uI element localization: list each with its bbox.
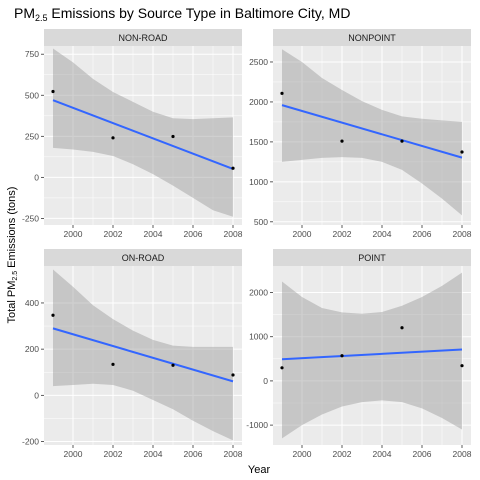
x-tick-label: 2008 (224, 229, 243, 239)
x-tick-label: 2006 (413, 449, 432, 459)
panel-background (273, 266, 471, 445)
x-tick-label: 2002 (333, 449, 352, 459)
data-point (51, 313, 55, 317)
facet-strip-label: NONPOINT (348, 33, 396, 43)
x-tick-label: 2002 (104, 449, 123, 459)
x-tick-label: 2002 (104, 229, 123, 239)
panel-nonpoint: NONPOINT 2000 2002 2004 2006 2008 500 1000 1500 2… (249, 29, 472, 239)
x-tick-label: 2004 (373, 229, 392, 239)
data-point (340, 139, 344, 143)
facet-strip (44, 249, 242, 266)
y-tick-label: 2000 (249, 288, 268, 298)
y-axis-title-rest: Emissions (tons) (6, 187, 18, 271)
y-tick-label: 250 (25, 131, 39, 141)
y-tick-label: 0 (263, 376, 268, 386)
y-tick-label: 0 (34, 390, 39, 400)
facet-strip-label: POINT (358, 253, 386, 263)
data-point (400, 139, 404, 143)
y-tick-label: 1500 (249, 137, 268, 147)
major-gridlines (44, 266, 242, 445)
facet-strip (44, 29, 242, 46)
y-tick-label: 0 (34, 172, 39, 182)
data-point (460, 150, 464, 154)
regression-line (52, 99, 234, 170)
x-tick-label: 2004 (144, 229, 163, 239)
y-tick-label: -200 (22, 437, 39, 447)
x-axis-title: Year (248, 464, 271, 476)
facet-strip (273, 249, 471, 266)
y-tick-label: 1000 (249, 177, 268, 187)
x-tick-label: 2000 (293, 229, 312, 239)
x-tick-label: 2006 (184, 229, 203, 239)
x-tick-label: 2006 (413, 229, 432, 239)
data-point (280, 91, 284, 95)
chart-title-subscript: 2.5 (35, 13, 48, 23)
y-tick-label: -1000 (246, 420, 268, 430)
regression-line (281, 104, 463, 159)
y-tick-label: 400 (25, 298, 39, 308)
x-tick-label: 2000 (293, 449, 312, 459)
facet-strip-label: NON-ROAD (119, 33, 168, 43)
panel-non-road: NON-ROAD 2000 2002 2004 2006 2008 -250 0 250 500 7… (22, 29, 243, 239)
data-point (280, 366, 284, 370)
data-point (340, 354, 344, 358)
x-tick-label: 2008 (453, 449, 472, 459)
data-point (231, 373, 235, 377)
major-gridlines (273, 46, 471, 225)
x-tick-label: 2004 (144, 449, 163, 459)
data-point (171, 134, 175, 139)
y-axis-title-main: Total PM (6, 281, 18, 324)
regression-line (52, 327, 234, 383)
y-tick-label: 500 (254, 217, 268, 227)
data-point (460, 364, 464, 368)
y-tick-label: 1000 (249, 332, 268, 342)
x-tick-label: 2000 (64, 449, 83, 459)
x-tick-label: 2002 (333, 229, 352, 239)
y-tick-label: 500 (25, 90, 39, 100)
minor-gridlines (44, 266, 242, 445)
y-axis-title-subscript: 2.5 (12, 271, 19, 281)
data-point (111, 136, 115, 140)
panel-on-road: ON-ROAD 2000 2002 2004 2006 2008 -200 0 200 400 (22, 249, 243, 459)
x-tick-label: 2004 (373, 449, 392, 459)
data-point (111, 362, 115, 366)
chart-title-rest: Emissions by Source Type in Baltimore Ci… (48, 5, 351, 21)
data-point (171, 363, 175, 367)
y-tick-label: 2500 (249, 57, 268, 67)
regression-line (281, 348, 463, 361)
minor-gridlines (273, 46, 471, 225)
facet-strip-label: ON-ROAD (122, 253, 165, 263)
x-tick-label: 2006 (184, 449, 203, 459)
panel-background (273, 46, 471, 225)
x-tick-label: 2008 (224, 449, 243, 459)
y-tick-label: -250 (22, 213, 39, 223)
facet-strip (273, 29, 471, 46)
confidence-ribbon (282, 272, 462, 439)
major-gridlines (273, 266, 471, 445)
chart-title-main: PM (14, 5, 35, 21)
chart-title: PM2.5 Emissions by Source Type in Baltim… (14, 5, 350, 23)
x-tick-label: 2008 (453, 229, 472, 239)
confidence-ribbon (53, 48, 233, 217)
y-tick-label: 2000 (249, 97, 268, 107)
data-point (231, 166, 235, 170)
major-gridlines (44, 46, 242, 225)
panel-point: POINT 2000 2002 2004 2006 2008 -1000 0 1000 2000 (246, 249, 472, 459)
minor-gridlines (44, 46, 242, 225)
y-tick-label: 750 (25, 49, 39, 59)
y-axis-title: Total PM2.5 Emissions (tons) (6, 187, 19, 324)
data-point (400, 326, 404, 330)
data-point (51, 89, 55, 94)
x-tick-label: 2000 (64, 229, 83, 239)
y-tick-label: 200 (25, 344, 39, 354)
